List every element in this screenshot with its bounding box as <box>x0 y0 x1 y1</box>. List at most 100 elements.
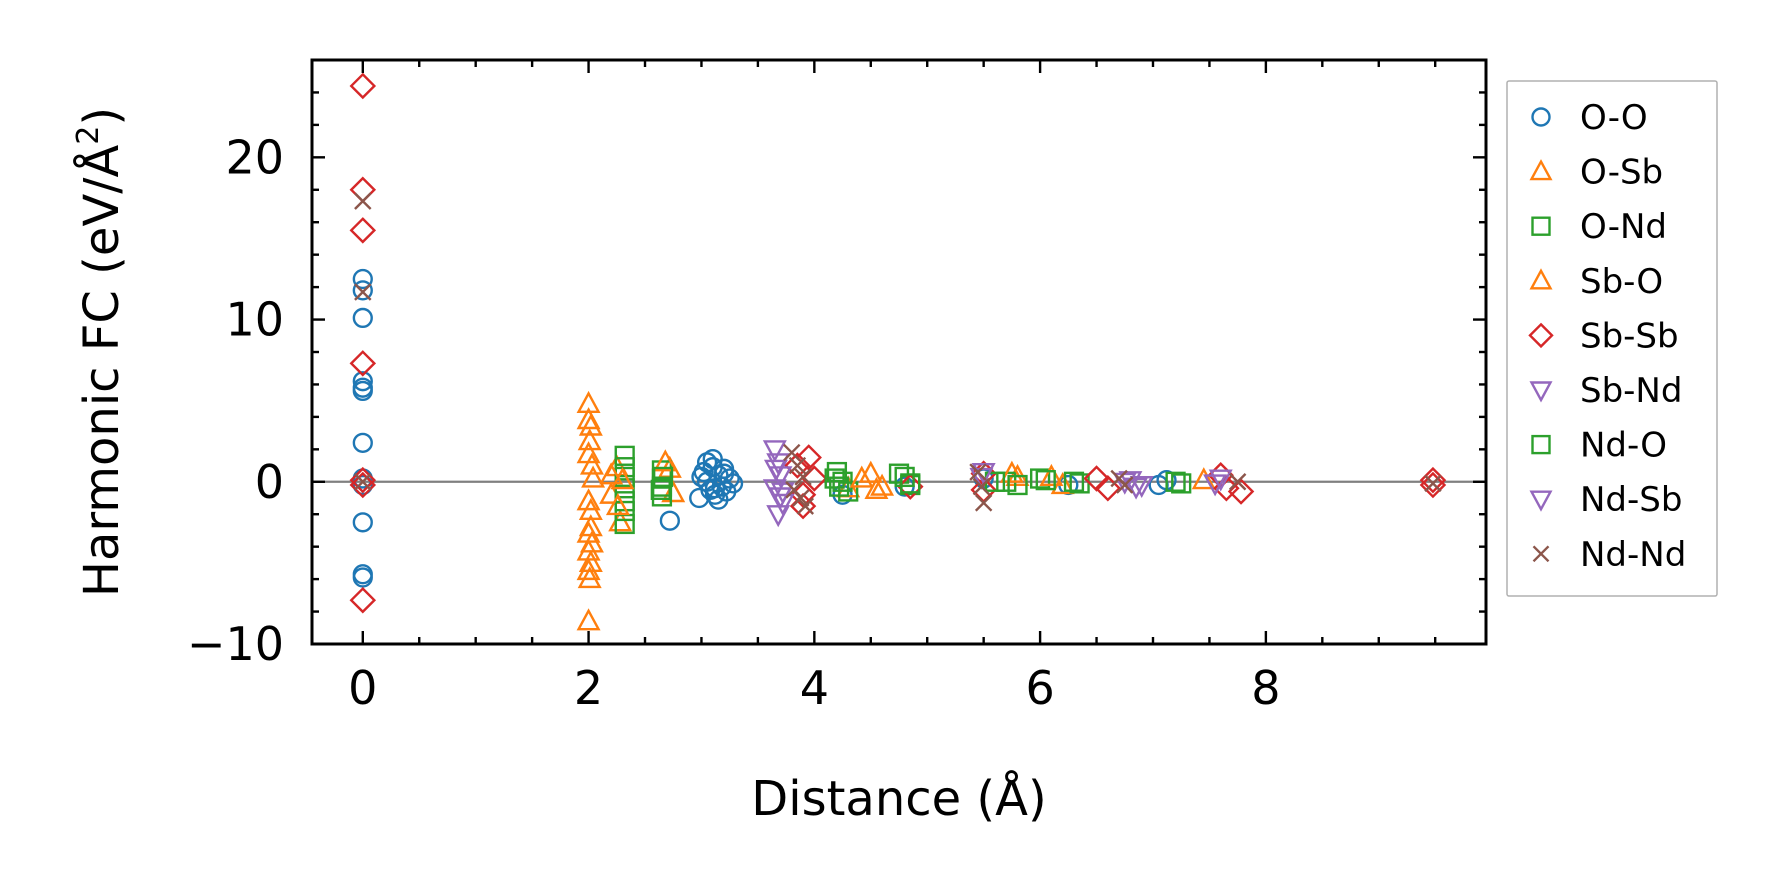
data-point <box>870 473 895 496</box>
data-point <box>578 514 603 537</box>
y-tick-label: 20 <box>225 130 284 184</box>
data-point <box>354 473 372 491</box>
y-tick-label: 0 <box>255 455 284 509</box>
data-point <box>650 479 671 501</box>
series-nd-sb <box>763 459 1228 505</box>
legend-item-sb-nd: Sb-Nd <box>1529 371 1682 411</box>
data-point <box>722 473 744 494</box>
data-point <box>352 512 373 533</box>
data-point <box>352 380 373 402</box>
data-point <box>1165 471 1186 492</box>
legend-label: O-Sb <box>1580 153 1663 193</box>
data-point <box>352 268 373 290</box>
data-point <box>719 468 740 489</box>
legend-label: Nd-O <box>1580 426 1667 466</box>
data-point <box>576 557 601 581</box>
data-point <box>788 456 807 475</box>
data-point <box>354 192 372 210</box>
legend-item-o-o: O-O <box>1531 98 1648 138</box>
legend-item-sb-sb: Sb-Sb <box>1528 316 1679 356</box>
data-point <box>999 460 1024 483</box>
legend-marker <box>1532 545 1550 563</box>
data-point <box>349 350 377 377</box>
data-point <box>614 500 635 522</box>
data-point <box>577 428 602 451</box>
y-axis-label-close: ) <box>74 107 130 126</box>
plot-area <box>312 72 1486 631</box>
data-point <box>766 505 791 528</box>
data-point <box>849 465 874 488</box>
data-point <box>762 440 787 463</box>
data-point <box>1171 473 1192 494</box>
legend-marker <box>1529 490 1553 512</box>
data-point <box>974 494 993 512</box>
x-tick-label: 6 <box>1025 661 1054 715</box>
data-point <box>770 482 795 505</box>
legend-item-nd-sb: Nd-Sb <box>1529 480 1682 520</box>
legend-marker <box>1531 107 1551 127</box>
y-axis-label-superscript: 2 <box>71 126 106 145</box>
data-point <box>605 493 630 516</box>
series-o-nd <box>614 445 1192 535</box>
data-point <box>1203 474 1228 497</box>
x-axis-label: Distance (Å) <box>751 770 1046 827</box>
legend-label: O-O <box>1580 98 1648 138</box>
legend-label: Sb-Sb <box>1580 316 1679 356</box>
data-point <box>972 477 991 496</box>
legend-item-o-sb: O-Sb <box>1529 153 1663 193</box>
y-tick-label: −10 <box>187 617 284 671</box>
data-point <box>858 460 883 483</box>
data-point <box>352 474 373 496</box>
data-point <box>1208 469 1233 492</box>
legend-item-nd-o: Nd-O <box>1531 426 1667 466</box>
data-point <box>614 445 635 466</box>
legend-label: Nd-Nd <box>1580 535 1686 575</box>
data-point <box>763 459 788 482</box>
legend-item-sb-o: Sb-O <box>1529 262 1663 302</box>
data-point <box>1424 474 1442 493</box>
data-point <box>796 497 815 515</box>
plot-frame <box>310 58 1488 646</box>
y-tick-label: 10 <box>225 293 284 347</box>
series-nd-nd <box>354 192 1442 515</box>
data-point <box>795 444 822 471</box>
data-point <box>1129 475 1154 499</box>
data-point <box>864 476 889 499</box>
data-point <box>691 466 712 488</box>
data-point <box>794 468 812 486</box>
data-point <box>1063 471 1085 492</box>
data-point <box>349 217 377 244</box>
legend-frame <box>1506 80 1718 597</box>
x-tick-label: 8 <box>1251 661 1280 715</box>
data-point <box>352 280 373 301</box>
legend-label: Sb-O <box>1580 262 1663 302</box>
legend-marker <box>1529 268 1553 290</box>
data-point <box>969 463 987 481</box>
data-point <box>576 608 601 631</box>
data-point <box>792 489 810 507</box>
data-point <box>1035 470 1056 491</box>
data-point <box>1039 463 1064 486</box>
legend: O-O O-Sb O-Nd Sb-O Sb-Sb Sb-Nd Nd-O Nd-Sb Nd-Nd <box>1506 80 1718 597</box>
legend-marker <box>1529 381 1553 403</box>
data-point <box>659 510 680 531</box>
data-point <box>1116 476 1134 494</box>
data-point <box>354 283 372 301</box>
legend-marker <box>1531 216 1551 236</box>
data-point <box>581 465 606 488</box>
data-point <box>349 586 377 614</box>
data-point <box>1228 473 1247 491</box>
data-point <box>652 466 674 488</box>
data-point <box>653 449 678 472</box>
data-point <box>894 466 915 488</box>
data-point <box>713 458 735 479</box>
legend-marker <box>1531 434 1551 455</box>
y-axis-label-main: Harmonic FC (eV/Å <box>73 145 130 598</box>
data-point <box>349 471 377 499</box>
legend-label: Sb-Nd <box>1580 371 1682 411</box>
data-point <box>704 478 726 499</box>
x-tick-label: 0 <box>348 661 377 715</box>
data-point <box>1191 467 1216 490</box>
data-point <box>770 493 795 516</box>
data-point <box>900 473 921 494</box>
